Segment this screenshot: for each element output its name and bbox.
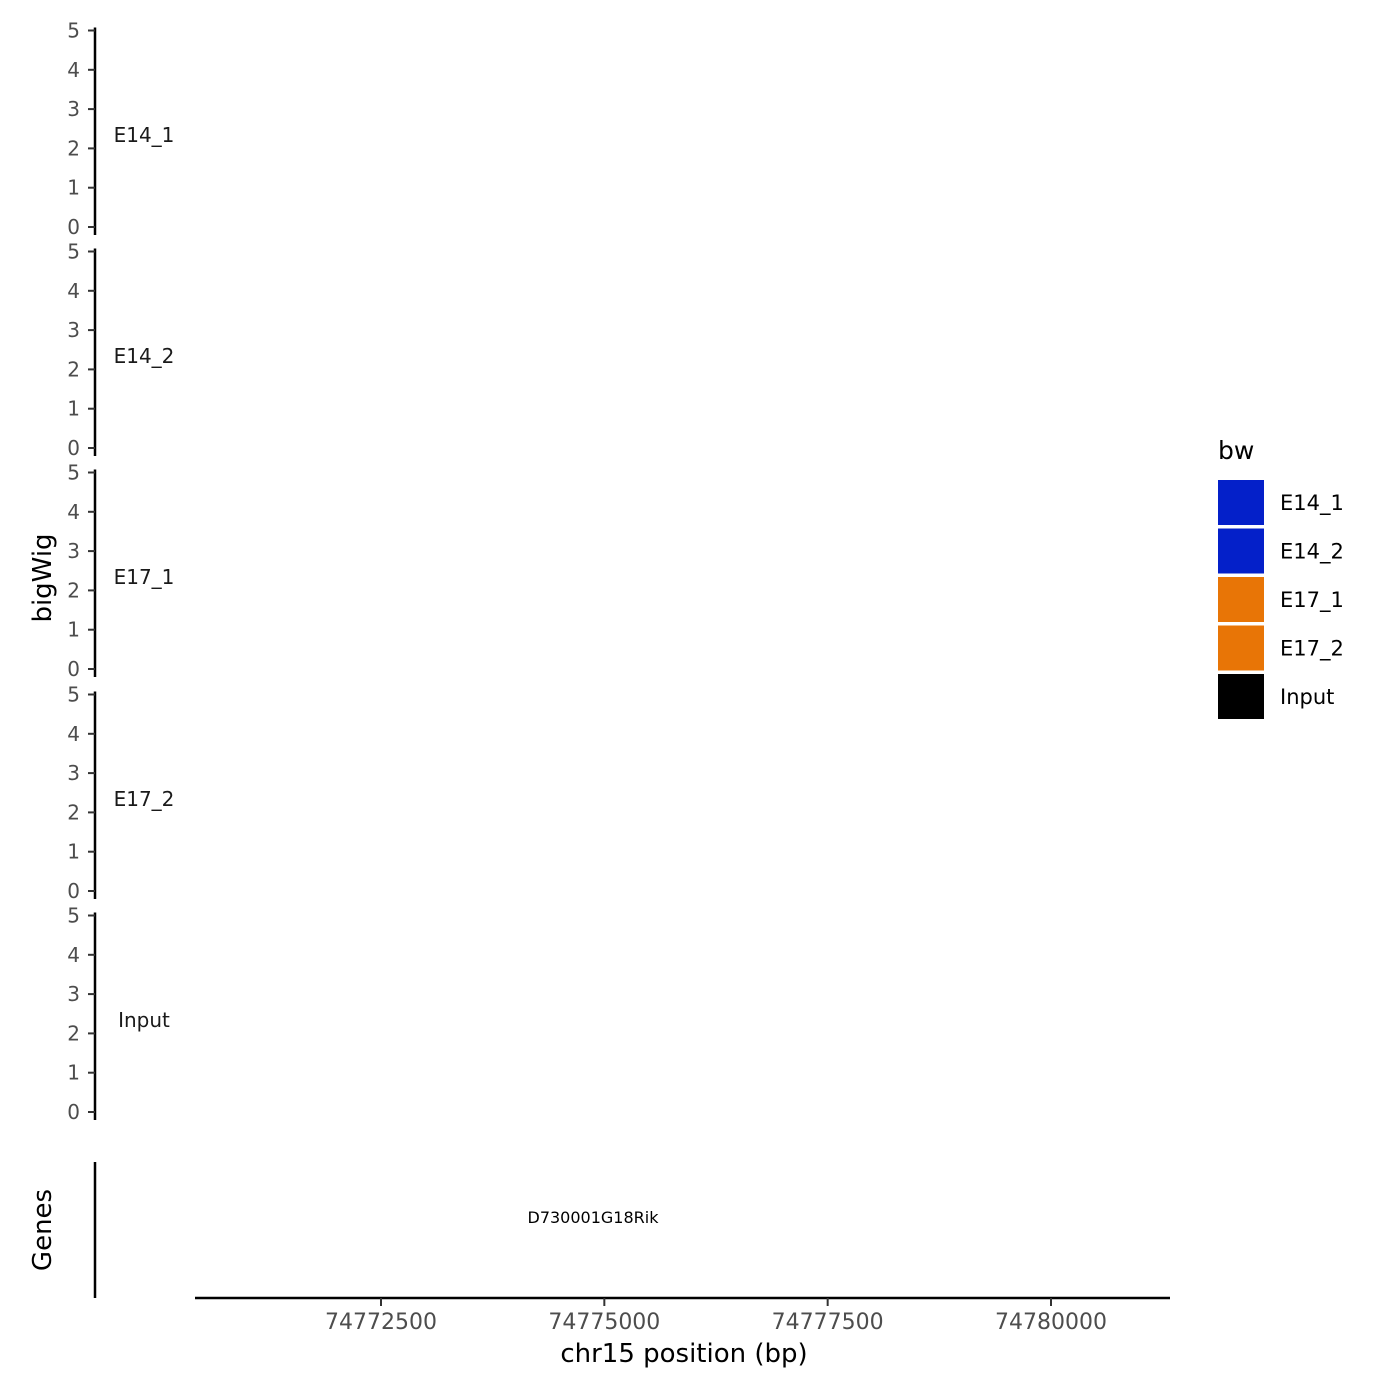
x-axis-title: chr15 position (bp) [560, 1339, 807, 1369]
track-Input: 0 1 2 3 4 5 Input [67, 904, 170, 1125]
x-tick-label: 74777500 [772, 1310, 884, 1335]
y-tick-label: 3 [67, 982, 80, 1006]
y-tick-label: 5 [67, 683, 80, 707]
track-E14_1: 0 1 2 3 4 5 E14_1 [67, 19, 175, 240]
y-tick-label: 4 [67, 500, 80, 524]
legend-label: E17_2 [1280, 637, 1344, 662]
x-tick-label: 74772500 [325, 1310, 437, 1335]
track-label-E17_2: E17_2 [114, 787, 175, 811]
legend-entry-Input: Input [1218, 674, 1334, 719]
legend-label: E14_1 [1280, 491, 1344, 516]
y-tick-label: 3 [67, 318, 80, 342]
y-axis-title: bigWig [28, 533, 58, 622]
y-tick-label: 4 [67, 943, 80, 967]
y-tick-label: 4 [67, 279, 80, 303]
legend-entry-E17_2: E17_2 [1218, 625, 1344, 671]
x-tick-label: 74780000 [995, 1310, 1107, 1335]
x-tick-label: 74775000 [548, 1310, 660, 1335]
track-E17_1: 0 1 2 3 4 5 E17_1 [67, 461, 175, 682]
legend-swatch [1218, 577, 1264, 622]
y-tick-label: 0 [67, 1100, 80, 1124]
y-tick-label: 5 [67, 461, 80, 485]
track-label-Input: Input [118, 1008, 170, 1032]
legend-swatch [1218, 625, 1264, 671]
y-tick-label: 0 [67, 879, 80, 903]
legend-title: bw [1218, 436, 1254, 465]
legend-entry-E17_1: E17_1 [1218, 577, 1344, 622]
legend-entry-E14_2: E14_2 [1218, 528, 1344, 574]
legend: bw E14_1 E14_2 E17_1 E17_2 Input [1218, 436, 1344, 719]
y-tick-label: 4 [67, 722, 80, 746]
y-tick-label: 2 [67, 136, 80, 160]
y-tick-label: 1 [67, 1061, 80, 1085]
legend-swatch [1218, 674, 1264, 719]
y-tick-label: 5 [67, 19, 80, 43]
track-label-E14_1: E14_1 [114, 123, 175, 147]
y-tick-label: 2 [67, 1021, 80, 1045]
track-label-E14_2: E14_2 [114, 344, 175, 368]
y-tick-label: 2 [67, 578, 80, 602]
y-tick-label: 3 [67, 761, 80, 785]
track-E17_2: 0 1 2 3 4 5 E17_2 [67, 683, 175, 904]
legend-swatch [1218, 528, 1264, 574]
y-tick-label: 4 [67, 58, 80, 82]
x-axis: 74772500 74775000 74777500 74780000 [195, 1296, 1170, 1335]
y-tick-label: 1 [67, 840, 80, 864]
track-label-E17_1: E17_1 [114, 565, 175, 589]
track-E14_2: 0 1 2 3 4 5 E14_2 [67, 240, 175, 461]
legend-entry-E14_1: E14_1 [1218, 480, 1344, 525]
y-tick-label: 5 [67, 240, 80, 264]
y-tick-label: 0 [67, 657, 80, 681]
y-tick-label: 3 [67, 97, 80, 121]
y-tick-label: 2 [67, 800, 80, 824]
gene-name-label: D730001G18Rik [528, 1208, 660, 1227]
legend-label: E17_1 [1280, 588, 1344, 613]
signal-tracks: 0 1 2 3 4 5 E14_1 0 1 2 3 4 5 E14_2 0 1 2 3 4 5 E17_1 0 1 2 3 4 5 E… [67, 19, 175, 1125]
y-tick-label: 0 [67, 436, 80, 460]
genes-track: D730001G18Rik [93, 1162, 660, 1298]
genes-track-title: Genes [28, 1189, 58, 1271]
y-tick-label: 3 [67, 539, 80, 563]
y-tick-label: 1 [67, 176, 80, 200]
y-tick-label: 0 [67, 215, 80, 239]
legend-label: Input [1280, 685, 1334, 709]
legend-swatch [1218, 480, 1264, 525]
y-tick-label: 1 [67, 618, 80, 642]
gene-D730001G18Rik: D730001G18Rik [528, 1208, 660, 1227]
legend-label: E14_2 [1280, 540, 1344, 565]
y-tick-label: 5 [67, 904, 80, 928]
y-tick-label: 1 [67, 397, 80, 421]
y-tick-label: 2 [67, 357, 80, 381]
